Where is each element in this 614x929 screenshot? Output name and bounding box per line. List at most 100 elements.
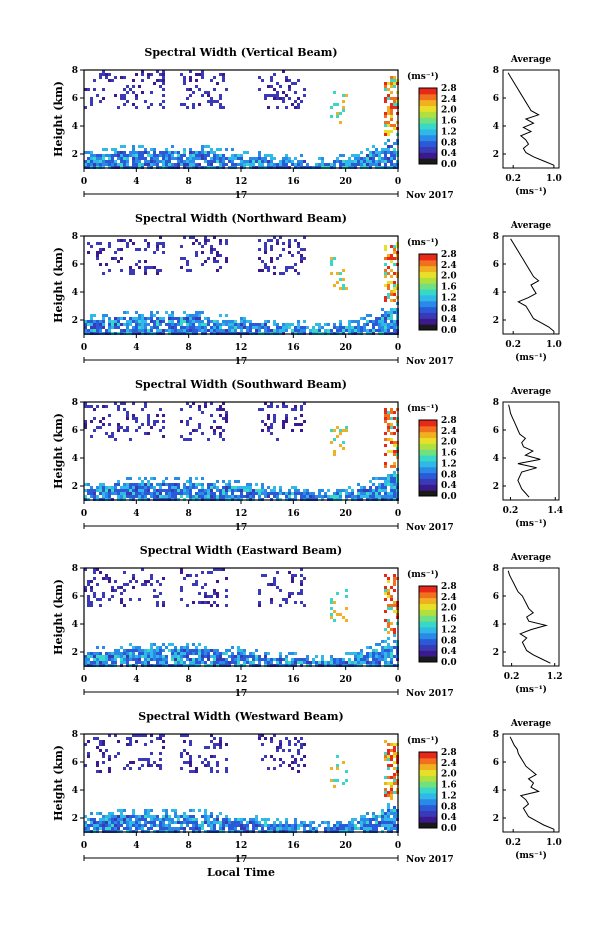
heatmap-cell — [390, 480, 393, 483]
heatmap-cell — [219, 329, 222, 332]
heatmap-cell — [303, 764, 306, 767]
heatmap-cell — [195, 580, 198, 583]
heatmap-cell — [348, 323, 351, 326]
heatmap-cell — [90, 824, 93, 827]
heatmap-cell — [159, 495, 162, 498]
heatmap-cell — [153, 154, 156, 157]
heatmap-cell — [243, 649, 246, 652]
heatmap-cell — [192, 236, 195, 239]
x-tick-label: 4 — [133, 177, 139, 187]
heatmap-cell — [117, 586, 120, 589]
heatmap-cell — [132, 734, 135, 737]
heatmap-cell — [156, 317, 159, 320]
heatmap-cell — [168, 492, 171, 495]
heatmap-cell — [390, 495, 393, 498]
heatmap-cell — [393, 477, 396, 480]
heatmap-cell — [207, 764, 210, 767]
heatmap-cell — [120, 815, 123, 818]
heatmap-cell — [216, 818, 219, 821]
y-tick-label: 8 — [72, 564, 78, 574]
heatmap-cell — [285, 821, 288, 824]
heatmap-cell — [132, 329, 135, 332]
heatmap-cell — [183, 257, 186, 260]
heatmap-cell — [339, 326, 342, 329]
heatmap-cell — [216, 148, 219, 151]
heatmap-cell — [105, 655, 108, 658]
heatmap-cell — [189, 661, 192, 664]
heatmap-cell — [216, 160, 219, 163]
colorbar-tick-label: 1.2 — [441, 791, 457, 801]
heatmap-cell — [144, 580, 147, 583]
heatmap-cell — [234, 661, 237, 664]
heatmap-cell — [147, 661, 150, 664]
heatmap-cell — [327, 329, 330, 332]
heatmap-cell — [387, 326, 390, 329]
heatmap-cell — [357, 323, 360, 326]
heatmap-cell — [300, 257, 303, 260]
heatmap-cell — [303, 661, 306, 664]
heatmap-cell — [135, 320, 138, 323]
heatmap-cell — [279, 827, 282, 830]
y-tick-label: 6 — [72, 260, 78, 270]
heatmap-cell — [192, 818, 195, 821]
heatmap-cell — [198, 423, 201, 426]
heatmap-cell — [138, 652, 141, 655]
heatmap-cell — [147, 486, 150, 489]
heatmap-cell — [135, 734, 138, 737]
heatmap-cell — [108, 163, 111, 166]
heatmap-cell — [213, 827, 216, 830]
heatmap-cell — [297, 245, 300, 248]
heatmap-cell — [126, 426, 129, 429]
profile-title: Average — [510, 55, 551, 65]
heatmap-cell — [240, 323, 243, 326]
x-tick-label: 0 — [395, 675, 401, 685]
heatmap-cell — [150, 157, 153, 160]
heatmap-cell — [99, 812, 102, 815]
heatmap-cell — [90, 655, 93, 658]
heatmap-cell — [243, 151, 246, 154]
heatmap-cell — [162, 70, 165, 73]
heatmap-cell — [339, 613, 342, 616]
heatmap-cell — [84, 163, 87, 166]
heatmap-cell — [393, 755, 396, 758]
heatmap-cell — [135, 248, 138, 251]
heatmap-cell — [384, 411, 387, 414]
profile-x-tick-label: 1.0 — [546, 838, 562, 848]
heatmap-cell — [300, 429, 303, 432]
heatmap-cell — [345, 94, 348, 97]
heatmap-cell — [138, 734, 141, 737]
heatmap-cell — [393, 251, 396, 254]
heatmap-cell — [303, 160, 306, 163]
heatmap-cell — [159, 486, 162, 489]
colorbar-tick-label: 1.2 — [441, 459, 457, 469]
heatmap-cell — [180, 326, 183, 329]
heatmap-cell — [240, 326, 243, 329]
heatmap-cell — [294, 157, 297, 160]
heatmap-cell — [252, 326, 255, 329]
heatmap-cell — [108, 818, 111, 821]
heatmap-cell — [126, 163, 129, 166]
heatmap-cell — [186, 438, 189, 441]
heatmap-cell — [213, 320, 216, 323]
heatmap-cell — [381, 489, 384, 492]
heatmap-cell — [270, 423, 273, 426]
heatmap-cell — [327, 821, 330, 824]
heatmap-cell — [117, 317, 120, 320]
heatmap-cell — [384, 483, 387, 486]
heatmap-cell — [381, 160, 384, 163]
heatmap-cell — [333, 824, 336, 827]
heatmap-cell — [381, 486, 384, 489]
heatmap-cell — [147, 266, 150, 269]
heatmap-cell — [246, 824, 249, 827]
heatmap-cell — [84, 323, 87, 326]
heatmap-cell — [261, 734, 264, 737]
heatmap-cell — [201, 571, 204, 574]
heatmap-cell — [255, 483, 258, 486]
heatmap-cell — [264, 245, 267, 248]
heatmap-cell — [387, 622, 390, 625]
heatmap-cell — [288, 266, 291, 269]
heatmap-cell — [153, 151, 156, 154]
heatmap-cell — [189, 151, 192, 154]
heatmap-cell — [156, 157, 159, 160]
heatmap-cell — [186, 646, 189, 649]
